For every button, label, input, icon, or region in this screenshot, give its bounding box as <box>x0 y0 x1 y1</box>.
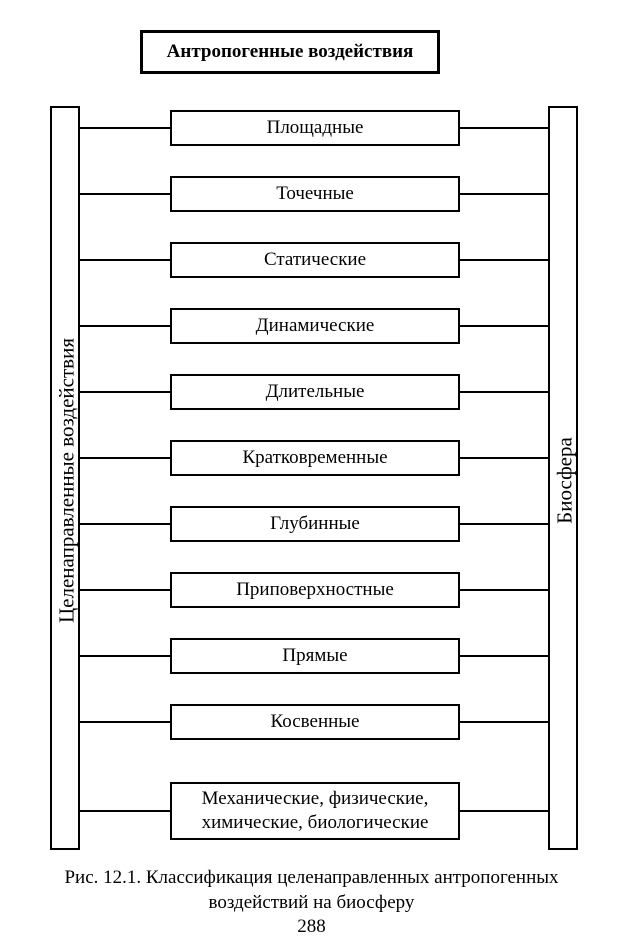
connector-right <box>460 127 548 129</box>
connector-right <box>460 589 548 591</box>
item-box: Длительные <box>170 374 460 410</box>
connector-left <box>80 127 170 129</box>
connector-left <box>80 391 170 393</box>
connector-left <box>80 259 170 261</box>
connector-left <box>80 523 170 525</box>
diagram-page: Антропогенные воздействия Целенаправленн… <box>0 0 623 944</box>
connector-right <box>460 391 548 393</box>
item-box: Приповерхностные <box>170 572 460 608</box>
item-box: Кратковременные <box>170 440 460 476</box>
connector-right <box>460 193 548 195</box>
item-box: Площадные <box>170 110 460 146</box>
item-box: Динамические <box>170 308 460 344</box>
item-box: Статические <box>170 242 460 278</box>
right-bar-label: Биосфера <box>553 109 578 853</box>
connector-right <box>460 655 548 657</box>
item-box: Точечные <box>170 176 460 212</box>
connector-left <box>80 457 170 459</box>
connector-left <box>80 325 170 327</box>
connector-right <box>460 523 548 525</box>
left-bar-label: Целенаправленные воздействия <box>55 109 80 853</box>
item-box: Глубинные <box>170 506 460 542</box>
connector-right <box>460 259 548 261</box>
connector-left <box>80 193 170 195</box>
caption-line2: воздействий на биосферу <box>209 892 415 913</box>
connector-right <box>460 810 548 812</box>
page-number: 288 <box>0 916 623 938</box>
connector-right <box>460 457 548 459</box>
connector-left <box>80 589 170 591</box>
caption-line1: Рис. 12.1. Классификация целенаправленны… <box>64 867 558 888</box>
connector-right <box>460 721 548 723</box>
right-bar: Биосфера <box>548 106 578 850</box>
item-box: Механические, физические, химические, би… <box>170 782 460 840</box>
left-bar: Целенаправленные воздействия <box>50 106 80 850</box>
item-box: Косвенные <box>170 704 460 740</box>
title-box: Антропогенные воздействия <box>140 30 440 74</box>
item-box: Прямые <box>170 638 460 674</box>
connector-left <box>80 721 170 723</box>
connector-right <box>460 325 548 327</box>
figure-caption: Рис. 12.1. Классификация целенаправленны… <box>0 866 623 915</box>
connector-left <box>80 810 170 812</box>
connector-left <box>80 655 170 657</box>
